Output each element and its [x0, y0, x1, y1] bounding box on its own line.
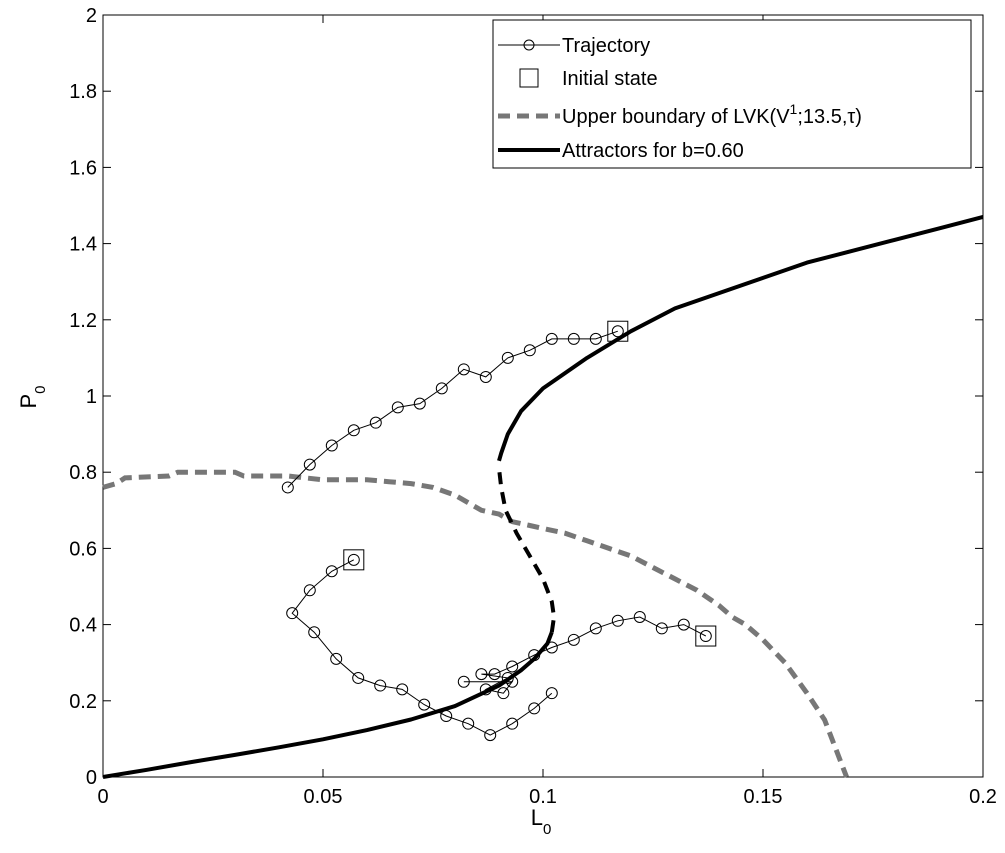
trajectory-point [506, 717, 519, 730]
legend-attractor-label: Attractors for b=0.60 [562, 140, 744, 162]
trajectory-point [303, 458, 316, 471]
trajectory-point [347, 424, 360, 437]
trajectory-line [463, 616, 707, 694]
legend-trajectory-marker [523, 39, 535, 51]
trajectory-point [506, 675, 519, 688]
x-axis: 0 0.05 0.1 0.15 0.2 [97, 15, 997, 808]
trajectory-point [479, 370, 492, 383]
trajectory-point [457, 363, 470, 376]
attractor-series-line [102, 631, 554, 779]
trajectory-point [545, 332, 558, 345]
trajectory-point [369, 416, 382, 429]
trajectory-point [545, 687, 558, 700]
trajectory-point [611, 614, 624, 627]
x-tick-label: 0 [97, 786, 108, 808]
trajectory-point [308, 626, 321, 639]
legend: Trajectory Initial state Upper boundary … [492, 19, 972, 169]
y-tick-label: 1.8 [69, 81, 97, 103]
trajectory-point [655, 622, 668, 635]
x-tick-label: 0.1 [529, 786, 557, 808]
y-tick-label: 0.6 [69, 538, 97, 560]
initial-state-marker [607, 320, 629, 342]
initial-state-marker [695, 625, 717, 647]
trajectory-line [287, 330, 618, 488]
trajectory-point [611, 325, 624, 338]
trajectory-line [291, 559, 553, 736]
y-tick-label: 1.2 [69, 310, 97, 332]
y-tick-label: 1.6 [69, 157, 97, 179]
plot-area [102, 214, 984, 779]
boundary-series-line [102, 469, 849, 778]
x-tick-label: 0.15 [744, 786, 783, 808]
trajectory-point [488, 668, 501, 681]
trajectory-point [699, 630, 712, 643]
trajectory-point [418, 698, 431, 711]
initial-state-marker [343, 549, 365, 571]
y-tick-label: 0.8 [69, 462, 97, 484]
trajectory-point [633, 610, 646, 623]
trajectory-point [396, 683, 409, 696]
trajectory-point [374, 679, 387, 692]
trajectory-point [677, 618, 690, 631]
trajectory-point [484, 729, 497, 742]
trajectory-point [501, 351, 514, 364]
trajectory-point [435, 382, 448, 395]
trajectory-point [391, 401, 404, 414]
legend-box [492, 19, 972, 169]
trajectory-point [413, 397, 426, 410]
y-tick-label: 1.4 [69, 234, 97, 256]
legend-initial-marker [519, 68, 539, 88]
trajectory-point [589, 622, 602, 635]
trajectory-point [462, 717, 475, 730]
x-tick-label: 0.05 [304, 786, 343, 808]
legend-initial-label: Initial state [562, 68, 658, 90]
x-axis-label: L0 [531, 805, 552, 838]
trajectory-point [303, 584, 316, 597]
y-axis-label: P0 [16, 385, 49, 408]
trajectory-point [325, 565, 338, 578]
trajectory-point [589, 332, 602, 345]
trajectory-point [501, 671, 514, 684]
trajectory-point [325, 439, 338, 452]
y-tick-label: 0.4 [69, 615, 97, 637]
trajectory-point [528, 702, 541, 715]
y-axis: 0 0.2 0.4 0.6 0.8 1 1.2 1.4 1.6 1.8 2 [69, 5, 983, 789]
trajectory-point [528, 649, 541, 662]
legend-boundary-label: Upper boundary of LVK(V1;13.5,τ) [562, 101, 862, 128]
trajectory-point [545, 641, 558, 654]
trajectory-point [347, 553, 360, 566]
trajectory-point [567, 633, 580, 646]
unstable-branch-line [497, 468, 557, 633]
trajectory-point [440, 710, 453, 723]
trajectory-point [567, 332, 580, 345]
trajectory-point [457, 675, 470, 688]
trajectory-point [479, 683, 492, 696]
trajectory-point [352, 671, 365, 684]
legend-trajectory-label: Trajectory [562, 35, 650, 57]
trajectory-point [506, 660, 519, 673]
y-tick-label: 0.2 [69, 691, 97, 713]
trajectory-point [281, 481, 294, 494]
attractor-series-line [497, 214, 984, 462]
x-tick-label: 0.2 [969, 786, 997, 808]
trajectory-point [497, 687, 510, 700]
y-tick-label: 1 [86, 386, 97, 408]
trajectory-point [330, 652, 343, 665]
y-tick-label: 2 [86, 5, 97, 27]
trajectory-point [523, 344, 536, 357]
trajectory-point [286, 607, 299, 620]
trajectory-point [475, 668, 488, 681]
y-tick-label: 0 [86, 767, 97, 789]
